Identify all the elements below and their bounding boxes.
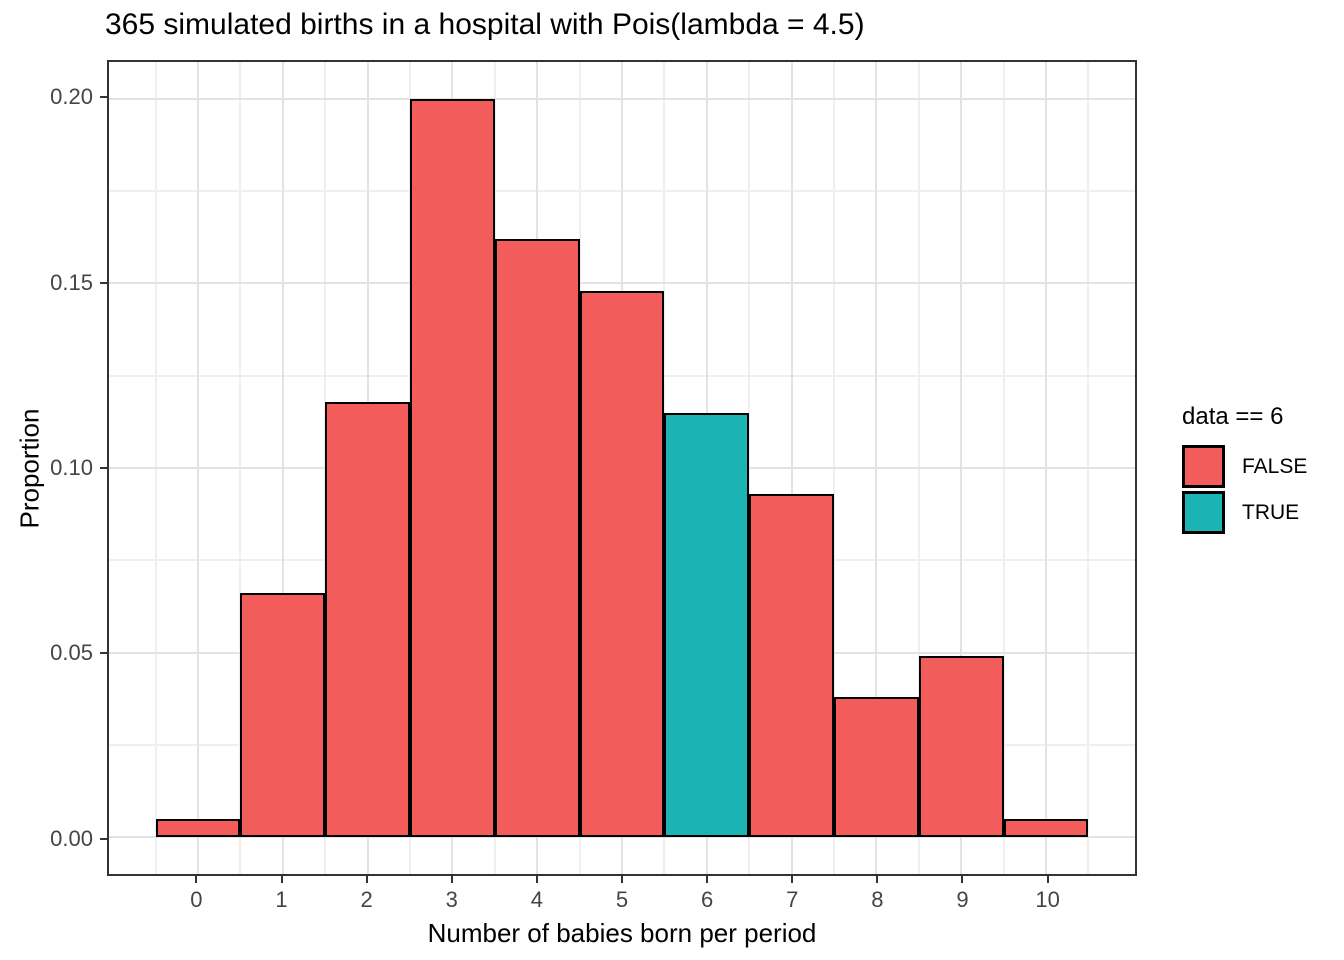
y-axis-title-wrapper: Proportion: [10, 60, 50, 876]
x-tick-label: 7: [786, 887, 799, 912]
legend-entries: FALSE TRUE: [1182, 445, 1344, 534]
x-tick-mark: [621, 876, 623, 883]
x-tick-label: 5: [615, 887, 629, 912]
x-tick-label: 1: [275, 887, 288, 912]
legend-label: TRUE: [1242, 500, 1300, 524]
y-tick-label: 0.00: [50, 825, 93, 851]
y-tick-mark: [100, 467, 107, 469]
plot-title: 365 simulated births in a hospital with …: [105, 8, 865, 41]
histogram-bar-x6: [664, 412, 750, 838]
histogram-bar-x9: [918, 656, 1004, 838]
legend-key-swatch: [1182, 491, 1225, 534]
legend-label: FALSE: [1242, 454, 1308, 478]
x-tick-label: 8: [871, 887, 884, 912]
x-tick-mark: [791, 876, 794, 883]
x-tick-label: 3: [445, 887, 458, 912]
y-tick-mark: [100, 837, 107, 840]
x-tick-mark: [195, 876, 198, 883]
y-major-gridline: [109, 836, 1135, 839]
y-major-gridline: [109, 282, 1135, 285]
histogram-bar-x5: [579, 290, 665, 838]
x-tick-mark: [706, 876, 709, 883]
legend-key-swatch: [1182, 445, 1225, 488]
x-tick-mark: [365, 876, 368, 883]
y-axis: 0.00 0.05 0.10 0.15 0.20: [0, 60, 107, 876]
legend-entry-false: FALSE: [1182, 445, 1344, 488]
legend: data == 6 FALSE TRUE: [1182, 403, 1344, 534]
plot-panel: [107, 60, 1137, 876]
x-tick-mark: [961, 876, 964, 883]
legend-entry-true: TRUE: [1182, 491, 1344, 534]
x-tick-label: 9: [956, 887, 969, 912]
y-tick-label: 0.15: [50, 269, 93, 295]
x-tick-label: 10: [1035, 887, 1060, 912]
y-tick-mark: [100, 281, 107, 284]
y-tick-label: 0.05: [50, 640, 93, 666]
x-tick-mark: [535, 876, 538, 883]
histogram-bar-x2: [325, 401, 410, 838]
x-tick-label: 4: [530, 887, 543, 912]
x-tick-mark: [876, 876, 879, 883]
y-tick-label: 0.20: [50, 84, 93, 110]
x-axis: 0 1 2 3 4 5 6 7 8 9 10: [107, 876, 1137, 936]
histogram-bar-x1: [240, 593, 326, 838]
x-tick-mark: [280, 876, 283, 883]
x-tick-label: 6: [700, 887, 714, 912]
histogram-bar-x3: [410, 98, 495, 838]
histogram-bar-x7: [749, 493, 834, 838]
x-tick-label: 2: [360, 887, 373, 912]
histogram-bar-x0: [155, 818, 241, 838]
y-axis-title: Proportion: [14, 408, 45, 528]
histogram-bar-x4: [494, 239, 580, 838]
y-tick-mark: [100, 96, 107, 99]
y-tick-mark: [100, 652, 107, 655]
y-major-gridline: [109, 97, 1135, 100]
histogram-bar-x10: [1003, 818, 1089, 838]
x-tick-label: 0: [190, 887, 203, 912]
legend-title: data == 6: [1182, 403, 1284, 430]
x-tick-mark: [1046, 876, 1049, 883]
histogram-bar-x8: [833, 696, 919, 838]
x-axis-title: Number of babies born per period: [427, 918, 817, 948]
x-tick-mark: [450, 876, 453, 883]
y-tick-label: 0.10: [50, 455, 93, 480]
